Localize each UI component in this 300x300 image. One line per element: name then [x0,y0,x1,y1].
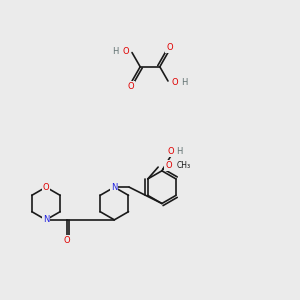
Text: O: O [64,236,70,245]
Text: H: H [181,78,188,87]
Text: O: O [171,78,178,87]
Text: N: N [43,215,49,224]
Text: O: O [165,161,172,170]
Text: CH₃: CH₃ [177,161,191,170]
Text: O: O [43,183,49,192]
Text: O: O [166,43,173,52]
Text: H: H [176,147,182,156]
Text: N: N [111,183,118,192]
Text: O: O [127,82,134,91]
Text: O: O [167,147,174,156]
Text: O: O [122,46,129,56]
Text: H: H [112,46,119,56]
